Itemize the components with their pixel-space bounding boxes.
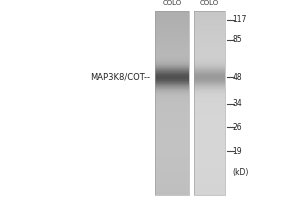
Text: 48: 48 — [232, 72, 242, 82]
Text: MAP3K8/COT--: MAP3K8/COT-- — [90, 72, 150, 82]
Text: 117: 117 — [232, 16, 247, 24]
Text: COLO: COLO — [200, 0, 219, 6]
Text: 19: 19 — [232, 146, 242, 156]
Text: (kD): (kD) — [232, 168, 249, 178]
Text: 85: 85 — [232, 36, 242, 45]
Text: 26: 26 — [232, 122, 242, 132]
Text: COLO: COLO — [162, 0, 181, 6]
Text: 34: 34 — [232, 99, 242, 108]
